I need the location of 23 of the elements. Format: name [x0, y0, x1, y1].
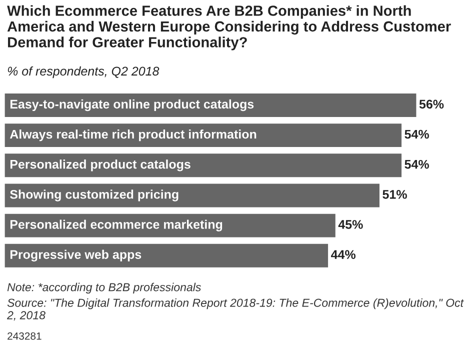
data-label: 56% — [419, 100, 444, 109]
data-label: 51% — [382, 190, 407, 199]
bar — [4, 214, 336, 238]
bar — [4, 94, 416, 117]
text: Note: *according to B2B professionals — [7, 282, 201, 294]
chart-subtitle: % of respondents, Q2 2018 — [8, 66, 160, 78]
y-tick-label: Always real-time rich product information — [10, 130, 256, 142]
data-label: 45% — [338, 220, 363, 229]
bar — [4, 244, 328, 268]
y-tick-label: Showing customized pricing — [10, 190, 178, 202]
data-label: 54% — [404, 160, 429, 169]
bar — [4, 124, 402, 148]
y-tick-label: Personalized product catalogs — [10, 160, 190, 172]
bar — [4, 154, 402, 178]
data-label: 44% — [331, 250, 356, 259]
bar — [4, 184, 380, 208]
text: 243281 — [8, 332, 42, 340]
data-label: 54% — [404, 130, 429, 139]
y-tick-label: Progressive web apps — [10, 250, 142, 262]
source-note: Source: "The Digital Transformation Report 2018-19: The E-Commerce (R)evolution," Oct 2, 2018 — [6, 298, 464, 321]
chart-title: Which Ecommerce Features Are B2B Companies* in North America and Western Europe Considering to Address Customer Demand for Greater Functionality? — [7, 5, 451, 50]
y-tick-label: Easy-to-navigate online product catalogs — [10, 99, 254, 112]
y-tick-label: Personalized ecommerce marketing — [10, 220, 222, 232]
